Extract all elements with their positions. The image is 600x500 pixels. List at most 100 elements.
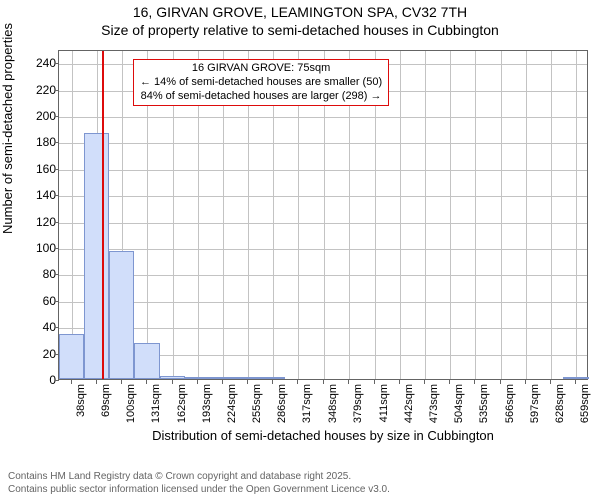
x-tick-mark [247,380,248,384]
histogram-bar [235,377,260,379]
x-tick-label: 286sqm [276,384,288,423]
title-line1: 16, GIRVAN GROVE, LEAMINGTON SPA, CV32 7… [0,4,600,22]
x-tick-label: 535sqm [478,384,490,423]
x-tick-label: 566sqm [504,384,516,423]
x-tick-label: 348sqm [327,384,339,423]
x-tick-mark [197,380,198,384]
annotation-line-2: ← 14% of semi-detached houses are smalle… [140,76,382,90]
x-tick-label: 69sqm [100,384,112,417]
x-tick-label: 162sqm [176,384,188,423]
plot-area: 16 GIRVAN GROVE: 75sqm← 14% of semi-deta… [58,50,588,380]
x-tick-label: 224sqm [226,384,238,423]
x-tick-mark [374,380,375,384]
y-tick-label: 40 [28,320,56,334]
histogram-bar [185,377,210,379]
x-tick-mark [348,380,349,384]
x-tick-mark [222,380,223,384]
x-tick-mark [550,380,551,384]
title-line2: Size of property relative to semi-detach… [0,22,600,40]
gridline-v [425,51,426,379]
x-tick-mark [449,380,450,384]
gridline-v [450,51,451,379]
y-tick-label: 60 [28,294,56,308]
histogram-bar [109,251,134,379]
x-tick-mark [474,380,475,384]
x-tick-label: 473sqm [428,384,440,423]
chart-container: Number of semi-detached properties 16 GI… [0,44,600,442]
annotation-box: 16 GIRVAN GROVE: 75sqm← 14% of semi-deta… [133,59,389,106]
x-tick-mark [399,380,400,384]
x-tick-label: 659sqm [579,384,591,423]
annotation-line-3: 84% of semi-detached houses are larger (… [140,90,382,104]
gridline-v [72,51,73,379]
y-tick-label: 240 [28,56,56,70]
y-tick-label: 20 [28,347,56,361]
x-tick-mark [424,380,425,384]
y-tick-mark [55,63,59,64]
x-tick-label: 131sqm [150,384,162,423]
y-tick-mark [55,301,59,302]
y-tick-mark [55,195,59,196]
footer-line2: Contains public sector information licen… [8,484,390,497]
x-tick-mark [121,380,122,384]
x-tick-mark [146,380,147,384]
x-axis-label: Distribution of semi-detached houses by … [58,428,588,443]
y-tick-mark [55,380,59,381]
y-axis-label: Number of semi-detached properties [0,214,15,234]
y-tick-mark [55,116,59,117]
x-tick-mark [297,380,298,384]
y-tick-label: 100 [28,241,56,255]
gridline-v [501,51,502,379]
x-tick-mark [525,380,526,384]
x-tick-label: 411sqm [378,384,390,422]
histogram-bar [134,343,159,379]
reference-line [102,51,104,379]
x-tick-mark [96,380,97,384]
x-tick-mark [71,380,72,384]
histogram-bar [84,133,109,379]
x-tick-label: 193sqm [201,384,213,423]
y-tick-label: 120 [28,215,56,229]
x-tick-label: 38sqm [75,384,87,417]
y-tick-mark [55,274,59,275]
y-tick-mark [55,169,59,170]
y-tick-mark [55,327,59,328]
annotation-line-1: 16 GIRVAN GROVE: 75sqm [140,62,382,76]
histogram-bar [260,377,285,379]
x-tick-mark [575,380,576,384]
y-tick-label: 140 [28,188,56,202]
histogram-bar [160,376,185,379]
footer-line1: Contains HM Land Registry data © Crown c… [8,471,390,484]
x-tick-label: 442sqm [403,384,415,423]
y-tick-label: 200 [28,109,56,123]
histogram-bar [210,377,235,379]
y-tick-mark [55,142,59,143]
x-tick-mark [323,380,324,384]
gridline-v [576,51,577,379]
gridline-v [400,51,401,379]
x-tick-label: 504sqm [453,384,465,423]
x-tick-mark [272,380,273,384]
y-tick-label: 180 [28,135,56,149]
chart-title-block: 16, GIRVAN GROVE, LEAMINGTON SPA, CV32 7… [0,0,600,39]
x-tick-label: 100sqm [125,384,137,423]
gridline-v [475,51,476,379]
x-tick-label: 317sqm [301,384,313,423]
histogram-bar [563,377,589,379]
y-tick-label: 0 [28,373,56,387]
y-tick-label: 80 [28,267,56,281]
x-tick-label: 255sqm [251,384,263,423]
x-tick-label: 379sqm [352,384,364,423]
y-tick-mark [55,248,59,249]
y-tick-mark [55,222,59,223]
gridline-v [551,51,552,379]
gridline-v [526,51,527,379]
y-tick-mark [55,90,59,91]
x-tick-mark [500,380,501,384]
footer-attribution: Contains HM Land Registry data © Crown c… [8,471,390,496]
y-tick-label: 160 [28,162,56,176]
x-tick-label: 628sqm [554,384,566,423]
x-tick-mark [172,380,173,384]
histogram-bar [59,334,84,379]
x-tick-label: 597sqm [529,384,541,423]
